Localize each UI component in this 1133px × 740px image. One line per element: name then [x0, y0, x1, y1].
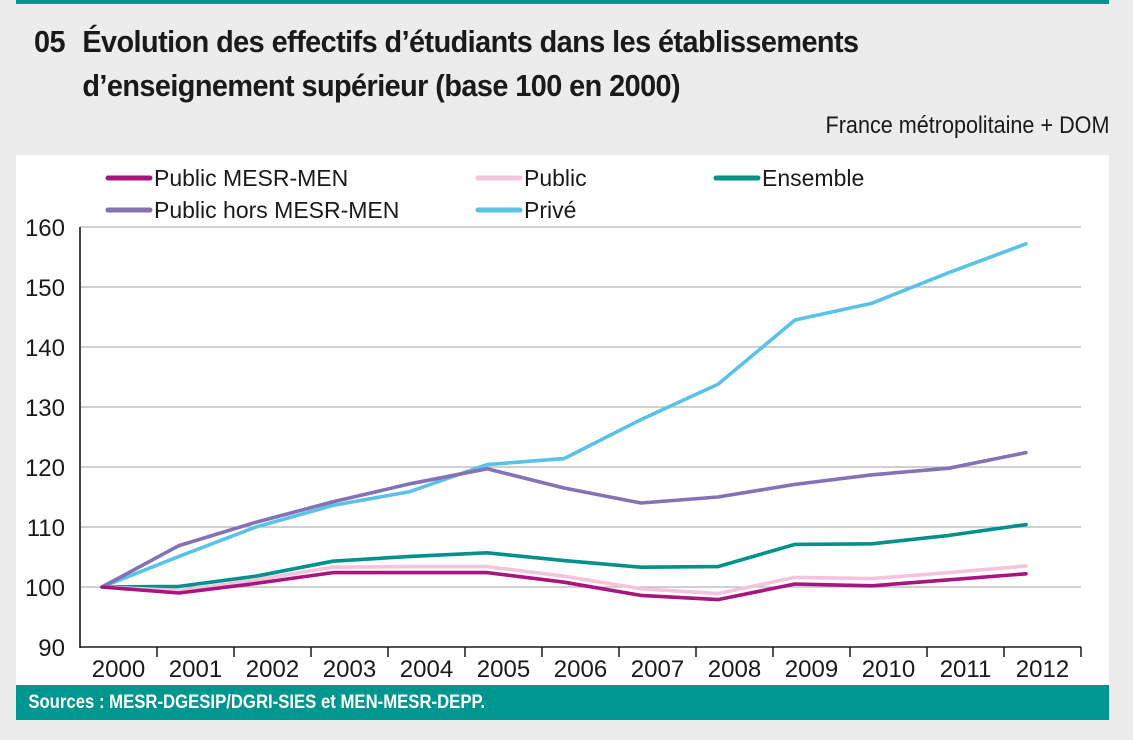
series-priv-: [100, 242, 1028, 589]
y-tick-label: 90: [38, 635, 65, 662]
top-accent-bar: [16, 0, 1109, 4]
series-ensemble: [100, 522, 1028, 589]
x-tick-label: 2001: [169, 656, 222, 683]
series-public-mesr-men: [100, 570, 1028, 602]
legend: Public MESR-MEN Public Ensemble Public hors…: [105, 165, 864, 223]
y-tick-label: 100: [25, 575, 65, 602]
legend-item: Public MESR-MEN: [105, 165, 348, 191]
series-line: [100, 242, 1028, 589]
x-tick-label: 2004: [400, 656, 453, 683]
sources-text: Sources : MESR-DGESIP/DGRI-SIES et MEN-M…: [28, 692, 486, 713]
legend-item: Privé: [475, 197, 576, 223]
series-public-hors-mesr-men: [100, 450, 1028, 589]
series-public: [100, 564, 1028, 596]
chart-subtitle: France métropolitaine + DOM: [825, 112, 1109, 139]
x-tick-label: 2003: [323, 656, 376, 683]
series-line: [100, 450, 1028, 589]
x-tick-label: 2005: [477, 656, 530, 683]
series-lines: [100, 242, 1028, 602]
chart-number: 05: [34, 24, 66, 59]
legend-label: Public: [524, 165, 587, 191]
legend-item: Public hors MESR-MEN: [105, 197, 399, 223]
x-tick-label: 2010: [862, 656, 915, 683]
title-line-2: d’enseignement supérieur (base 100 en 20…: [82, 68, 681, 103]
title-line-1: Évolution des effectifs d’étudiants dans…: [82, 24, 859, 59]
x-tick-label: 2007: [631, 656, 684, 683]
legend-label: Public hors MESR-MEN: [154, 197, 399, 223]
x-tick-label: 2002: [246, 656, 299, 683]
legend-label: Ensemble: [762, 165, 864, 191]
x-tick-label: 2012: [1016, 656, 1069, 683]
chart-panel: [16, 155, 1109, 685]
axes: 90 100 110 120 130 140 150 160 2000 2001 2002 2003 2…: [25, 215, 1082, 683]
legend-item: Ensemble: [713, 165, 864, 191]
x-tick-label: 2011: [940, 656, 992, 683]
y-tick-label: 140: [25, 335, 65, 362]
legend-label: Public MESR-MEN: [154, 165, 348, 191]
series-line: [100, 522, 1028, 589]
y-tick-label: 150: [25, 275, 65, 302]
y-tick-label: 160: [25, 215, 65, 242]
legend-item: Public: [475, 165, 587, 191]
chart-title: 05 Évolution des effectifs d’étudiants da…: [34, 20, 1020, 108]
y-tick-label: 110: [27, 515, 65, 542]
legend-label: Privé: [524, 197, 576, 223]
series-line: [100, 570, 1028, 602]
x-tick-label: 2006: [554, 656, 607, 683]
y-tick-label: 130: [25, 395, 65, 422]
x-tick-label: 2008: [708, 656, 761, 683]
series-line: [100, 564, 1028, 596]
x-tick-label: 2000: [92, 656, 145, 683]
x-tick-label: 2009: [785, 656, 838, 683]
sources-footer: Sources : MESR-DGESIP/DGRI-SIES et MEN-M…: [16, 685, 1109, 720]
y-tick-label: 120: [25, 455, 65, 482]
